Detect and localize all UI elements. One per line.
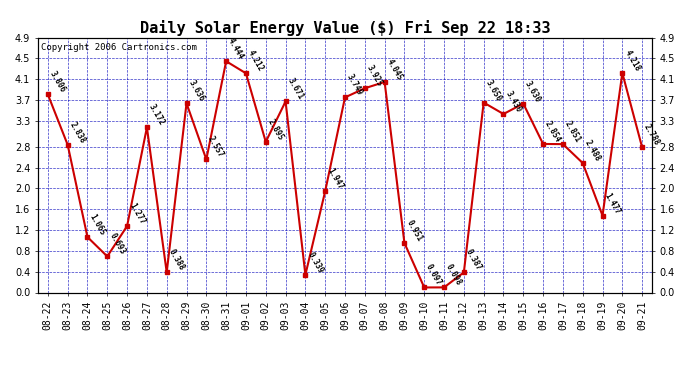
Title: Daily Solar Energy Value ($) Fri Sep 22 18:33: Daily Solar Energy Value ($) Fri Sep 22 … [139, 20, 551, 36]
Text: 0.098: 0.098 [444, 263, 464, 287]
Text: 0.097: 0.097 [424, 263, 444, 288]
Text: 4.045: 4.045 [384, 57, 404, 82]
Text: 2.838: 2.838 [68, 120, 87, 145]
Text: 3.671: 3.671 [286, 77, 305, 102]
Text: 2.557: 2.557 [206, 135, 226, 159]
Text: 3.636: 3.636 [186, 79, 206, 103]
Text: 2.854: 2.854 [543, 120, 562, 144]
Text: 4.444: 4.444 [226, 37, 246, 61]
Text: 1.065: 1.065 [88, 213, 107, 237]
Text: 1.477: 1.477 [602, 191, 622, 216]
Text: 1.277: 1.277 [127, 201, 146, 226]
Text: 0.387: 0.387 [464, 248, 483, 272]
Text: 3.925: 3.925 [365, 64, 384, 88]
Text: 2.488: 2.488 [583, 138, 602, 163]
Text: 3.806: 3.806 [48, 70, 67, 94]
Text: 4.212: 4.212 [246, 49, 266, 73]
Text: Copyright 2006 Cartronics.com: Copyright 2006 Cartronics.com [41, 43, 197, 52]
Text: 1.947: 1.947 [325, 166, 344, 191]
Text: 4.218: 4.218 [622, 48, 642, 73]
Text: 2.851: 2.851 [563, 120, 582, 144]
Text: 3.430: 3.430 [504, 90, 523, 114]
Text: 2.788: 2.788 [642, 123, 662, 147]
Text: 3.749: 3.749 [345, 73, 364, 98]
Text: 2.895: 2.895 [266, 117, 285, 142]
Text: 3.630: 3.630 [523, 79, 542, 104]
Text: 0.693: 0.693 [107, 232, 127, 256]
Text: 0.339: 0.339 [306, 251, 325, 275]
Text: 3.650: 3.650 [484, 78, 503, 102]
Text: 0.951: 0.951 [404, 219, 424, 243]
Text: 0.388: 0.388 [167, 248, 186, 272]
Text: 3.172: 3.172 [147, 103, 166, 128]
